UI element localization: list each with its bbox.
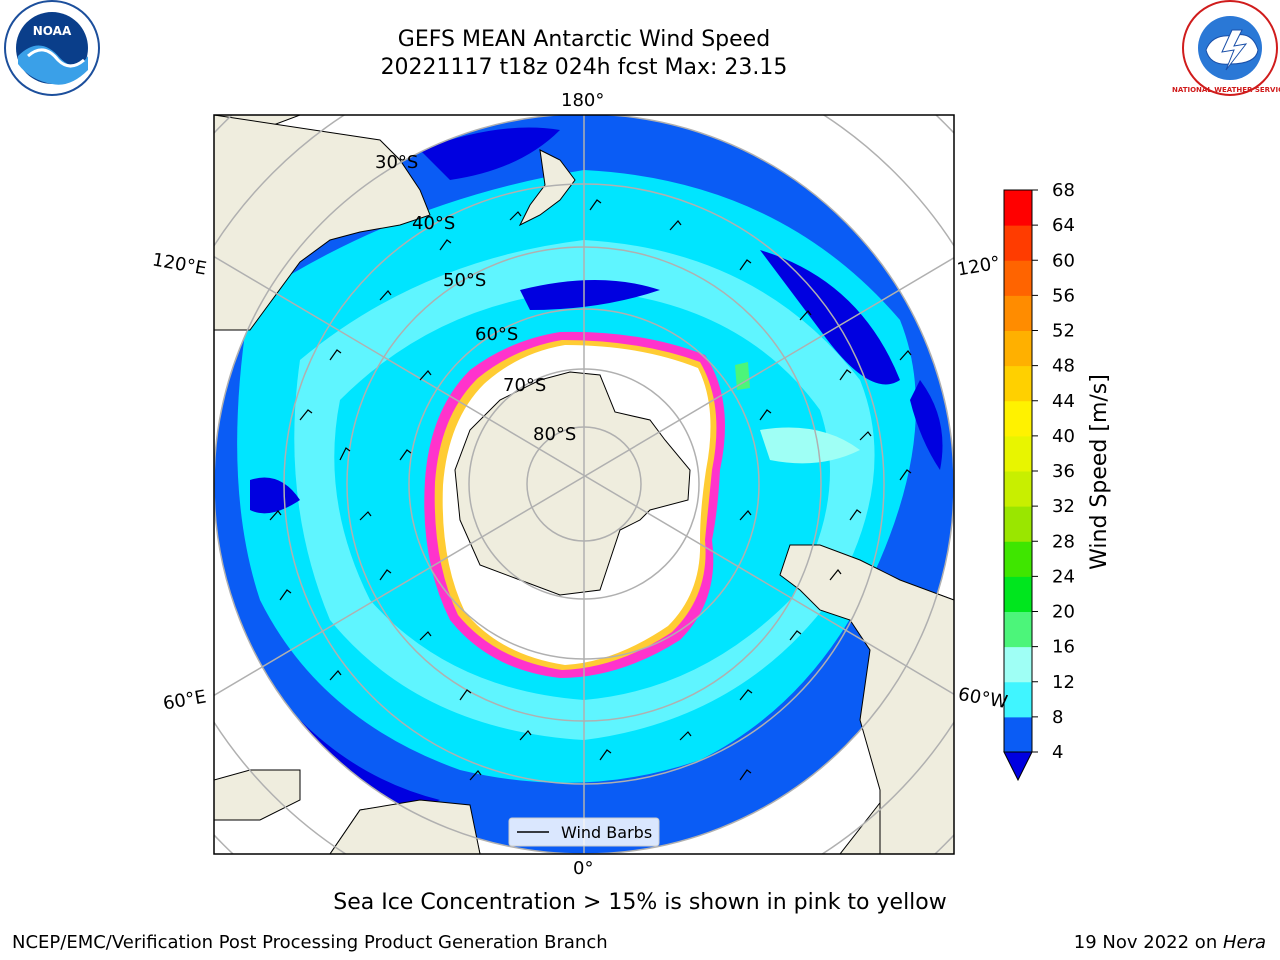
- nws-logo: NATIONAL WEATHER SERVICE: [1172, 0, 1280, 96]
- lon-label-0: 0°: [573, 858, 594, 879]
- colorbar-segment: [1004, 435, 1032, 472]
- colorbar-tick-label: 64: [1052, 215, 1075, 236]
- colorbar-segment: [1004, 541, 1032, 577]
- colorbar-segment: [1004, 260, 1032, 296]
- nws-logo-text: NATIONAL WEATHER SERVICE: [1172, 86, 1280, 94]
- colorbar-tick-label: 24: [1052, 566, 1075, 587]
- colorbar-tick-label: 20: [1052, 602, 1075, 623]
- wind-barbs: [269, 199, 912, 781]
- colorbar-segment: [1004, 365, 1032, 402]
- colorbar-segment: [1004, 190, 1032, 226]
- lat-label-30s: 30°S: [375, 152, 419, 173]
- footer-host: Hera: [1222, 932, 1266, 953]
- land-south-america: [779, 544, 954, 854]
- colorbar-segment: [1004, 576, 1032, 612]
- figure-caption: Sea Ice Concentration > 15% is shown in …: [333, 890, 947, 915]
- colorbar-tick-label: 60: [1052, 250, 1075, 271]
- colorbar-tick-label: 52: [1052, 321, 1075, 342]
- colorbar-tick-label: 8: [1052, 707, 1063, 728]
- colorbar-segment: [1004, 295, 1032, 331]
- legend: Wind Barbs: [508, 817, 660, 847]
- footer-date: 19 Nov 2022 on Hera: [1074, 932, 1266, 953]
- legend-wind-barbs: Wind Barbs: [561, 823, 652, 842]
- noaa-logo: NOAA: [4, 0, 100, 96]
- map-frame: [213, 114, 955, 855]
- colorbar-tick-label: 56: [1052, 285, 1075, 306]
- colorbar-segment: [1004, 471, 1032, 507]
- colorbar-tick-label: 36: [1052, 461, 1075, 482]
- colorbar-segment: [1004, 400, 1032, 437]
- land-new-zealand: [518, 149, 576, 227]
- colorbar-tick-label: 40: [1052, 426, 1075, 447]
- colorbar-segment: [1004, 611, 1032, 648]
- colorbar-tick-label: 28: [1052, 531, 1075, 552]
- colorbar-tick-label: 4: [1052, 742, 1063, 763]
- map-graticule: [214, 115, 954, 854]
- colorbar-tick-label: 16: [1052, 637, 1075, 658]
- colorbar-tick-label: 68: [1052, 180, 1075, 201]
- lat-label-50s: 50°S: [443, 270, 487, 291]
- colorbar-segment: [1004, 646, 1032, 683]
- colorbar-segment: [1004, 225, 1032, 261]
- lat-label-70s: 70°S: [503, 375, 547, 396]
- colorbar-label: Wind Speed [m/s]: [1087, 374, 1112, 570]
- lat-label-60s: 60°S: [475, 324, 519, 345]
- colorbar-segment: [1004, 681, 1032, 718]
- lon-label-180: 180°: [561, 90, 605, 111]
- footer-credit: NCEP/EMC/Verification Post Processing Pr…: [12, 932, 608, 953]
- lat-label-80s: 80°S: [533, 424, 577, 445]
- colorbar-extend-arrow: [1003, 751, 1033, 782]
- colorbar-tick-label: 12: [1052, 672, 1075, 693]
- colorbar-segment: [1004, 506, 1032, 542]
- colorbar-tick-label: 44: [1052, 391, 1075, 412]
- colorbar-segment: [1004, 330, 1032, 367]
- colorbar-segment: [1004, 716, 1032, 753]
- colorbar-tick-label: 32: [1052, 496, 1075, 517]
- chart-title: GEFS MEAN Antarctic Wind Speed: [397, 27, 771, 52]
- colorbar-tick-label: 48: [1052, 356, 1075, 377]
- chart-subtitle: 20221117 t18z 024h fcst Max: 23.15: [380, 55, 788, 80]
- lat-label-40s: 40°S: [412, 213, 456, 234]
- noaa-logo-text: NOAA: [33, 24, 72, 38]
- footer-date-text: 19 Nov 2022 on: [1073, 932, 1223, 953]
